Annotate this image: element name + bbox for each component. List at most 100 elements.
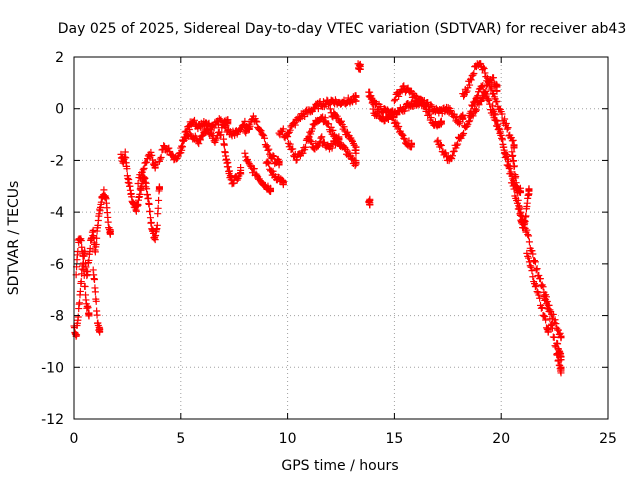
data-point	[178, 142, 186, 150]
data-point	[531, 257, 539, 265]
data-point	[477, 82, 485, 90]
data-point	[343, 128, 351, 136]
data-point	[401, 107, 409, 115]
data-point	[196, 136, 204, 144]
data-point	[557, 356, 565, 364]
data-point	[244, 158, 252, 166]
data-point	[479, 63, 487, 71]
data-point	[469, 71, 477, 79]
data-point	[463, 87, 471, 95]
data-point	[459, 131, 467, 139]
data-point	[535, 291, 543, 299]
x-tick-label: 5	[176, 431, 185, 447]
data-point	[179, 143, 187, 151]
data-point	[89, 226, 97, 234]
data-point	[190, 116, 198, 124]
data-point	[484, 95, 492, 103]
data-point	[317, 134, 325, 142]
data-point	[409, 102, 417, 110]
data-point	[466, 75, 474, 83]
data-point	[552, 320, 560, 328]
data-point	[302, 143, 310, 151]
data-point	[106, 226, 114, 234]
data-point	[286, 140, 294, 148]
data-point	[329, 126, 337, 134]
data-point	[181, 128, 189, 136]
data-point	[485, 96, 493, 104]
data-point	[140, 164, 148, 172]
y-tick-label: -10	[41, 360, 64, 376]
data-point	[510, 157, 518, 165]
x-tick-label: 10	[279, 431, 297, 447]
data-point	[478, 94, 486, 102]
data-point	[545, 307, 553, 315]
data-point	[453, 141, 461, 149]
data-point	[263, 142, 271, 150]
data-point	[450, 147, 458, 155]
data-point	[497, 131, 505, 139]
data-point	[267, 185, 275, 193]
data-point	[380, 105, 388, 113]
data-point	[459, 115, 467, 123]
data-point	[93, 311, 101, 319]
data-point	[490, 74, 498, 82]
data-point	[390, 114, 398, 122]
data-point	[148, 151, 156, 159]
data-point	[470, 98, 478, 106]
data-point	[290, 152, 298, 160]
data-point	[79, 252, 87, 260]
data-point	[393, 111, 401, 119]
data-point	[525, 232, 533, 240]
data-point	[275, 159, 283, 167]
data-point	[510, 162, 518, 170]
data-point	[253, 171, 261, 179]
data-point	[84, 304, 92, 312]
data-point	[465, 118, 473, 126]
data-point	[179, 136, 187, 144]
data-point	[501, 154, 509, 162]
data-point	[279, 177, 287, 185]
data-point	[434, 136, 442, 144]
data-point	[327, 123, 335, 131]
data-point	[400, 134, 408, 142]
data-point	[369, 96, 377, 104]
data-point	[473, 93, 481, 101]
data-point	[325, 120, 333, 128]
data-point	[502, 120, 510, 128]
data-point	[490, 109, 498, 117]
data-point	[269, 152, 277, 160]
data-point	[351, 162, 359, 170]
data-point	[80, 271, 88, 279]
data-point	[85, 312, 93, 320]
data-point	[321, 114, 329, 122]
data-point	[427, 114, 435, 122]
data-point	[134, 180, 142, 188]
data-point	[524, 231, 532, 239]
data-point	[132, 207, 140, 215]
y-tick-label: -12	[41, 412, 64, 428]
data-point	[437, 117, 445, 125]
data-point	[548, 324, 556, 332]
data-point	[147, 148, 155, 156]
data-point	[498, 110, 506, 118]
data-point	[549, 310, 557, 318]
data-point	[352, 143, 360, 151]
data-point	[143, 158, 151, 166]
data-point	[269, 167, 277, 175]
data-point	[525, 238, 533, 246]
data-point	[308, 138, 316, 146]
data-point	[328, 144, 336, 152]
data-point	[470, 69, 478, 77]
data-point	[548, 320, 556, 328]
data-point	[154, 204, 162, 212]
data-point	[541, 296, 549, 304]
data-point	[284, 139, 292, 147]
y-tick-label: -6	[50, 257, 64, 273]
data-point	[437, 141, 445, 149]
data-point	[557, 367, 565, 375]
data-point	[532, 281, 540, 289]
data-point	[502, 152, 510, 160]
data-point	[165, 144, 173, 152]
data-point	[147, 218, 155, 226]
data-point	[153, 221, 161, 229]
